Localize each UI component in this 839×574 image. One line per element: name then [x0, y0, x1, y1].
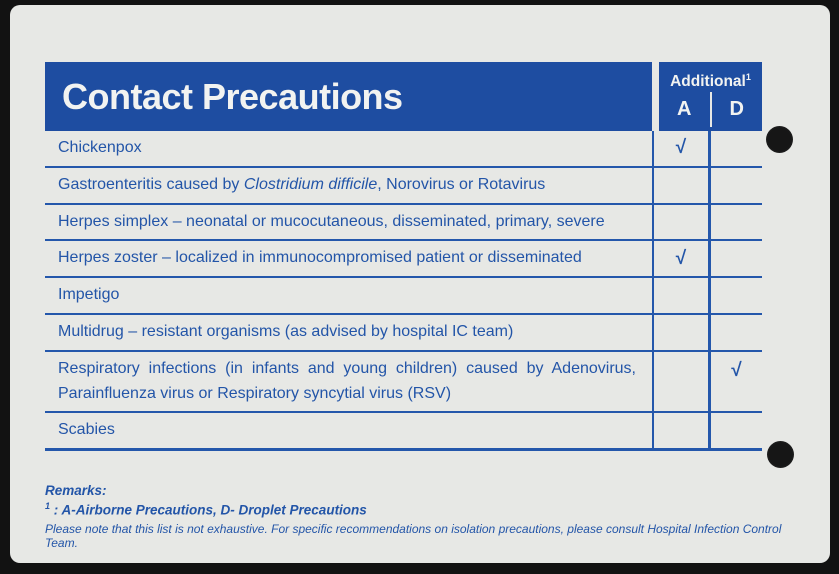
empty-cell-a — [652, 314, 708, 350]
additional-label-text: Additional — [670, 73, 746, 91]
footnote-superscript: 1 — [45, 501, 51, 511]
table-row: Impetigo — [45, 278, 762, 315]
empty-cell-a — [652, 278, 708, 313]
empty-cell-d — [708, 204, 762, 240]
empty-cell-d — [708, 241, 762, 277]
remarks-footnote: 1 : A-Airborne Precautions, D- Droplet P… — [45, 501, 785, 518]
row-condition-label: Multidrug – resistant organisms (as advi… — [58, 322, 514, 340]
additional-header: Additional1 A D — [659, 62, 762, 131]
empty-cell-d — [708, 314, 762, 350]
table-row: Gastroenteritis caused by Clostridium di… — [45, 167, 762, 205]
additional-superscript: 1 — [745, 72, 751, 82]
remarks-section: Remarks: 1 : A-Airborne Precautions, D- … — [45, 483, 785, 550]
additional-columns: A D — [659, 92, 762, 127]
row-condition-label: Impetigo — [58, 286, 120, 304]
check-mark-d: √ — [708, 351, 762, 412]
row-condition-label: Respiratory infections (in infants and y… — [58, 359, 636, 402]
precautions-card: Contact Precautions Additional1 A D Chic… — [10, 5, 830, 563]
row-condition-label: Herpes zoster – localized in immunocompr… — [58, 249, 582, 267]
card-title-bar: Contact Precautions — [45, 62, 652, 131]
empty-cell-d — [708, 278, 762, 313]
punch-hole-top — [766, 126, 793, 153]
table-row: Respiratory infections (in infants and y… — [45, 351, 762, 414]
column-a-header: A — [677, 98, 692, 121]
row-condition-label: Herpes simplex – neonatal or mucocutaneo… — [58, 212, 605, 230]
row-condition-label: Chickenpox — [58, 139, 142, 156]
table-row: Chickenpox √ — [45, 131, 762, 168]
column-d-header: D — [709, 92, 763, 127]
remarks-note: Please note that this list is not exhaus… — [45, 521, 782, 550]
remarks-heading: Remarks: — [45, 483, 107, 498]
empty-cell-d — [708, 413, 762, 449]
row-condition-label: Gastroenteritis caused by Clostridium di… — [58, 175, 546, 193]
table-row: Herpes zoster – localized in immunocompr… — [45, 241, 762, 279]
empty-cell-d — [708, 131, 762, 166]
empty-cell-d — [708, 167, 762, 203]
check-mark-a: √ — [652, 241, 708, 277]
additional-label: Additional1 — [659, 72, 762, 91]
footnote-text: : A-Airborne Precautions, D- Droplet Pre… — [50, 502, 367, 518]
empty-cell-a — [652, 351, 708, 412]
punch-hole-bottom — [767, 441, 794, 468]
precautions-table: Chickenpox √ Gastroenteritis caused by Clo… — [45, 131, 762, 452]
empty-cell-a — [652, 204, 708, 240]
table-row: Scabies — [45, 413, 762, 452]
row-condition-label: Scabies — [58, 421, 115, 439]
table-row: Herpes simplex – neonatal or mucocutaneo… — [45, 204, 762, 242]
table-row: Multidrug – resistant organisms (as advi… — [45, 314, 762, 352]
card-title: Contact Precautions — [62, 75, 403, 117]
empty-cell-a — [652, 167, 708, 203]
check-mark-a: √ — [652, 131, 708, 166]
empty-cell-a — [652, 413, 708, 449]
